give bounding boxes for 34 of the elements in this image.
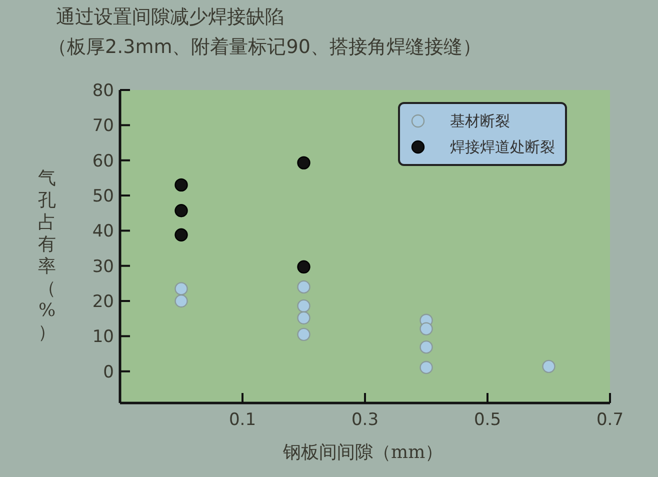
y-tick-label: 50 [92, 186, 114, 207]
chart-subtitle: （板厚2.3mm、附着量标记90、搭接角焊缝接缝） [48, 35, 482, 60]
x-tick-label: 0.7 [596, 410, 624, 430]
point [420, 360, 433, 374]
point [297, 328, 310, 342]
x-tick-label: 0.5 [474, 410, 502, 430]
point [297, 260, 310, 274]
y-tick-label: 70 [92, 116, 114, 136]
y-tick-label: 0 [103, 362, 114, 382]
x-axis-title: 钢板间间隙（mm） [283, 441, 444, 464]
y-tick-label: 80 [92, 81, 114, 101]
point [420, 340, 433, 354]
y-axis-title: 气孔占有率（%） [37, 168, 57, 344]
y-tick-label: 40 [92, 222, 114, 242]
point [420, 322, 433, 336]
point [297, 280, 310, 294]
legend-label: 焊接焊道处断裂 [450, 138, 555, 156]
x-tick-label: 0.1 [228, 410, 256, 430]
y-tick-label: 30 [92, 256, 114, 277]
point [174, 178, 188, 192]
point [297, 156, 310, 170]
y-tick-label: 10 [92, 327, 114, 348]
point [174, 282, 188, 296]
point [174, 204, 188, 218]
point [174, 294, 188, 308]
point [174, 228, 188, 242]
legend-label: 基材断裂 [450, 112, 510, 130]
x-tick-label: 0.3 [351, 410, 379, 430]
point [542, 360, 556, 374]
chart-title: 通过设置间隙减少焊接缺陷 [56, 5, 284, 30]
y-tick-label: 60 [92, 151, 114, 172]
y-tick-label: 20 [92, 292, 114, 312]
point [297, 311, 310, 324]
point [297, 299, 310, 313]
